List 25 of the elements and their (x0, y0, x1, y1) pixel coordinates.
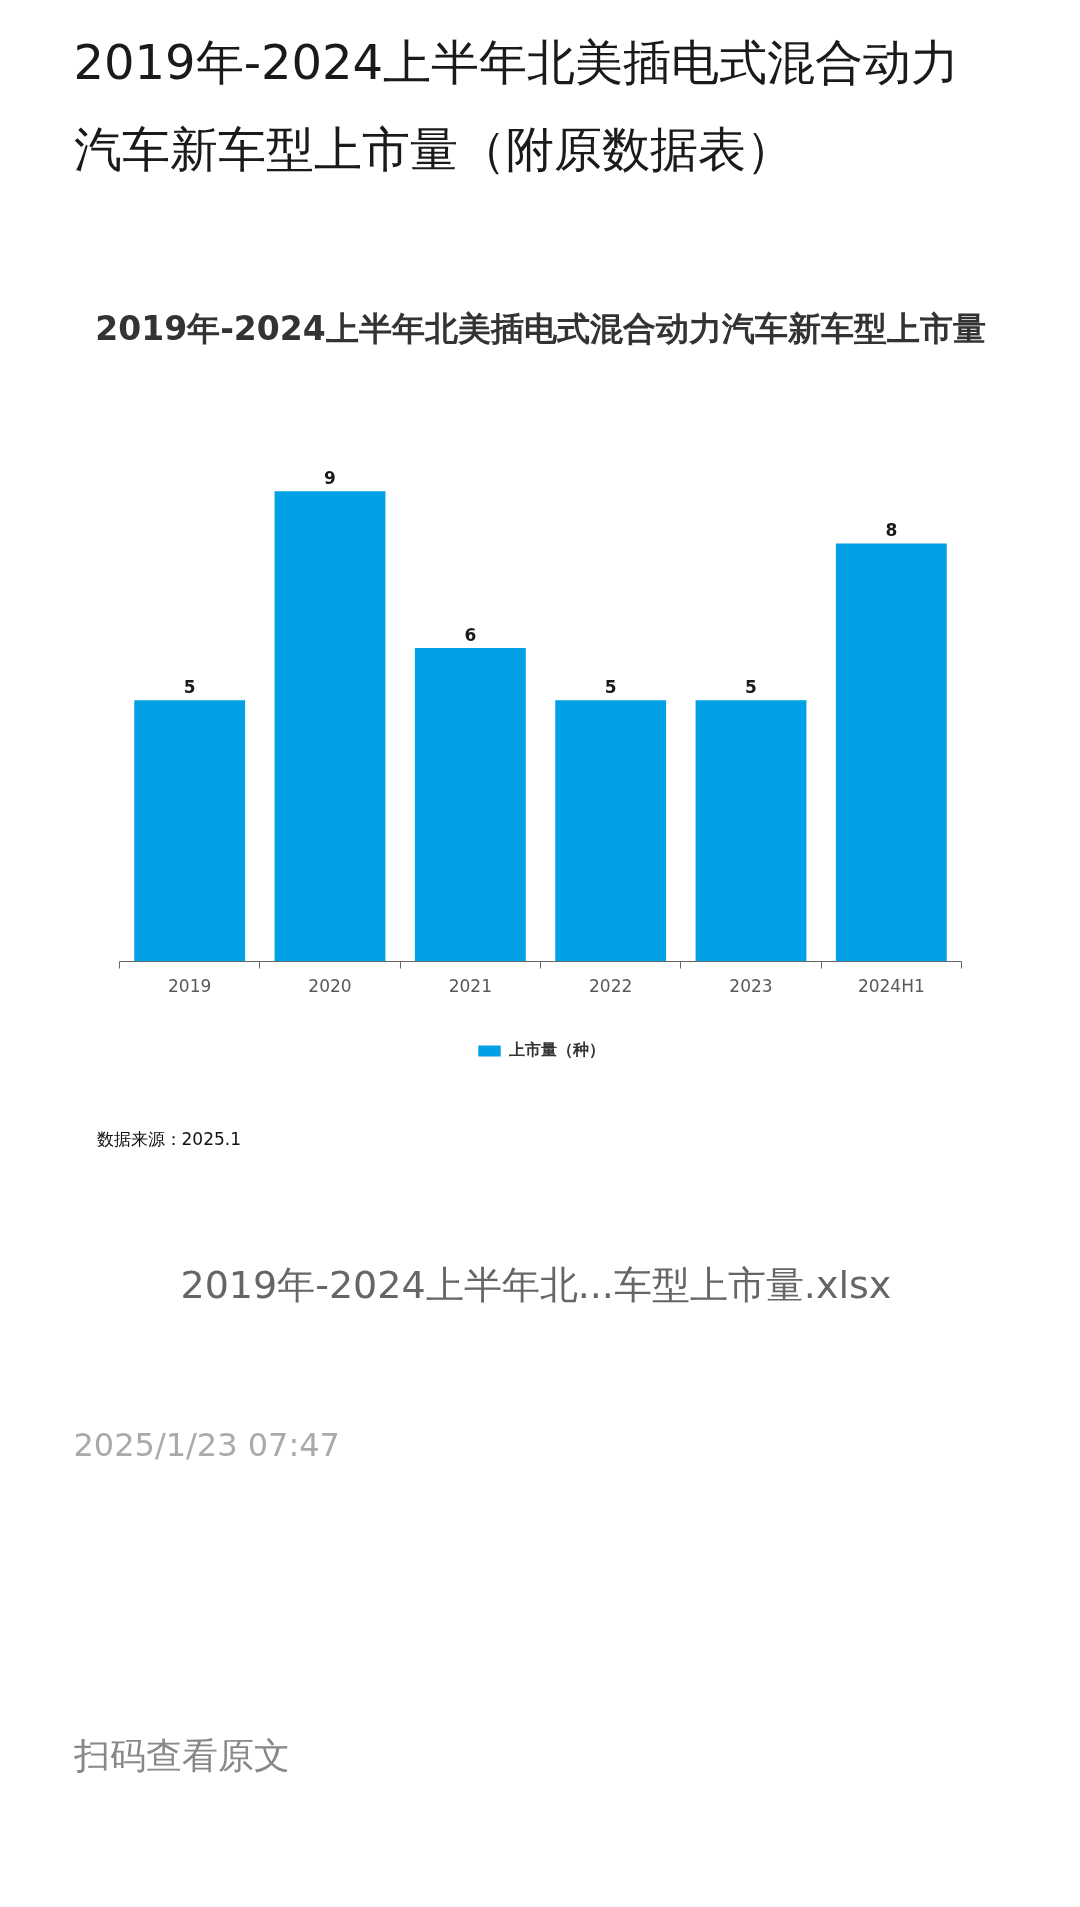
data-label: 8 (885, 520, 898, 541)
data-label: 5 (183, 677, 196, 698)
source-note: 数据来源：2025.1 (96, 1128, 241, 1149)
x-tick-label: 2021 (448, 975, 492, 996)
bar (414, 647, 526, 962)
text: 扫码查看原文 (72, 1735, 290, 1776)
text: 2025/1/23 07:47 (73, 1425, 340, 1464)
chart-title: 2019年-2024上半年北美插电式混合动力汽车新车型上市量（附原数据表） (73, 33, 960, 177)
data-label: 6 (464, 624, 477, 645)
legend-label: 上市量（种） (509, 1039, 605, 1061)
data-label: 9 (324, 468, 336, 489)
bar (695, 700, 807, 962)
data-label: 5 (604, 677, 617, 698)
bar (835, 543, 947, 962)
x-tick-label: 2024H1 (857, 975, 925, 996)
x-tick-label: 2023 (729, 975, 773, 996)
chart-subtitle: 2019年-2024上半年北美插电式混合动力汽车新车型上市量 (95, 309, 986, 348)
x-tick-label: 2019 (168, 975, 212, 996)
data-label: 5 (745, 677, 757, 698)
x-tick-label: 2020 (308, 975, 352, 996)
bar (134, 700, 246, 962)
bar (555, 700, 667, 962)
x-tick-label: 2022 (589, 975, 633, 996)
text: 2019年-2024上半年北...车型上市量.xlsx (180, 1262, 892, 1307)
bar (274, 491, 386, 962)
